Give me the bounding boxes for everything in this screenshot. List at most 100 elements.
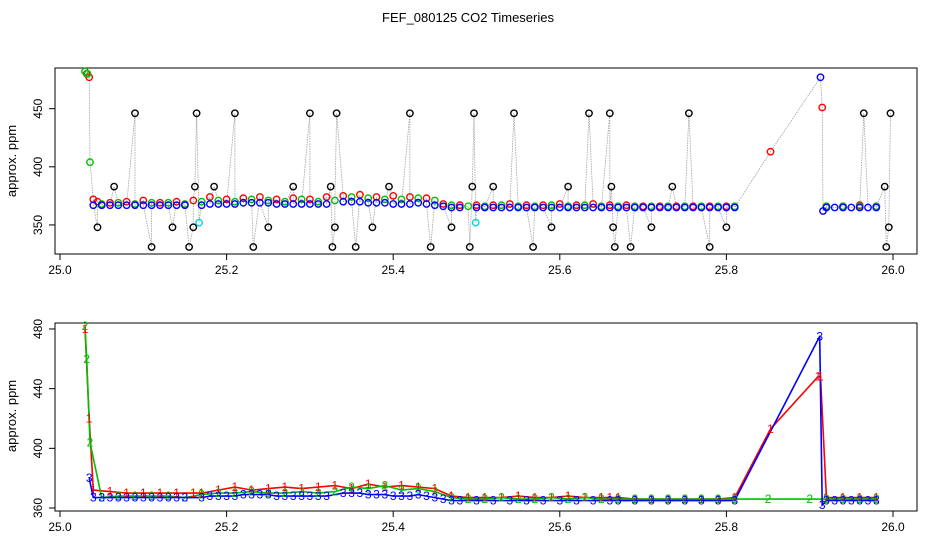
x-tick-label: 25.6 <box>548 263 572 277</box>
point-label: 2 <box>282 486 289 500</box>
point-label: 1 <box>840 491 847 505</box>
plot-frame-bottom <box>54 322 918 512</box>
point-label: 3 <box>290 489 297 503</box>
point-label: 2 <box>132 489 139 503</box>
data-point <box>472 203 481 212</box>
data-point <box>289 182 298 191</box>
data-point <box>230 197 239 206</box>
data-point <box>455 203 464 212</box>
data-point <box>622 203 631 212</box>
point-label: 2 <box>82 319 89 333</box>
data-point <box>156 198 164 207</box>
point-label: 1 <box>448 489 455 503</box>
data-point <box>389 200 398 208</box>
point-label: 2 <box>348 480 355 494</box>
data-point <box>522 203 531 212</box>
data-point <box>470 109 478 118</box>
data-point <box>172 197 181 206</box>
connector-line <box>84 71 891 248</box>
data-point <box>597 203 606 212</box>
point-label: 1 <box>606 491 613 505</box>
figure-title: FEF_080125 CO2 Timeseries <box>382 10 554 25</box>
data-point <box>106 198 114 207</box>
point-label: 3 <box>456 494 463 508</box>
point-label: 1 <box>282 480 289 494</box>
point-label: 3 <box>340 486 347 500</box>
x-tick-label: 25.6 <box>548 520 572 534</box>
data-point <box>722 223 731 232</box>
data-point <box>730 203 739 212</box>
point-label: 3 <box>98 491 105 505</box>
data-point <box>489 182 498 191</box>
data-point <box>405 200 414 208</box>
point-label: 3 <box>198 491 205 505</box>
series-line <box>84 325 877 500</box>
point-label: 1 <box>431 482 438 496</box>
point-label: 1 <box>332 479 339 493</box>
data-point <box>305 200 314 208</box>
point-label: 2 <box>731 492 738 506</box>
data-point <box>114 198 123 207</box>
point-label: 2 <box>698 492 705 506</box>
data-point <box>664 203 672 212</box>
data-point <box>397 200 406 208</box>
data-point <box>547 203 556 212</box>
data-point <box>210 182 219 191</box>
point-label: 1 <box>265 482 272 496</box>
point-label: 3 <box>90 491 97 505</box>
x-tick-label: 25.8 <box>715 520 739 534</box>
data-point <box>839 203 847 212</box>
point-label: 3 <box>148 491 155 505</box>
point-label: 3 <box>115 491 122 505</box>
point-label: 3 <box>365 488 372 502</box>
data-point <box>397 195 406 204</box>
data-point <box>539 203 547 212</box>
point-label: 1 <box>598 491 605 505</box>
point-label: 3 <box>232 489 239 503</box>
data-point <box>114 201 123 210</box>
data-point <box>192 109 201 118</box>
data-point <box>272 200 281 208</box>
data-point <box>339 197 348 206</box>
data-point <box>297 195 306 204</box>
point-label: 3 <box>698 494 705 508</box>
data-point <box>884 223 893 232</box>
data-point <box>255 198 264 207</box>
point-label: 3 <box>715 494 722 508</box>
ylabel-top: approx. ppm <box>4 125 19 197</box>
data-point <box>471 218 480 227</box>
data-point <box>480 203 489 212</box>
data-point <box>131 201 139 210</box>
point-label: 3 <box>440 492 447 506</box>
point-label: 2 <box>515 492 522 506</box>
data-point <box>164 201 173 210</box>
data-point <box>214 200 223 208</box>
data-point <box>655 203 664 212</box>
data-point <box>514 203 523 212</box>
point-label: 3 <box>240 488 247 502</box>
data-point <box>368 223 377 232</box>
point-label: 3 <box>848 494 855 508</box>
point-label: 1 <box>123 486 130 500</box>
data-point <box>322 193 331 201</box>
data-point <box>439 202 448 211</box>
data-point <box>882 243 891 251</box>
point-label: 3 <box>856 494 863 508</box>
ticks-bottom: 25.0 25.2 25.4 25.6 25.8 26.0 360 400 440 480 <box>31 319 905 534</box>
point-label: 2 <box>873 492 880 506</box>
data-point <box>465 243 474 251</box>
point-label: 1 <box>382 480 389 494</box>
point-label: 1 <box>465 491 472 505</box>
data-point <box>289 200 298 208</box>
point-label: 3 <box>132 491 139 505</box>
data-point <box>239 198 248 207</box>
point-label: 1 <box>157 486 164 500</box>
data-point <box>172 201 181 210</box>
point-label: 3 <box>307 489 314 503</box>
data-point <box>89 201 98 210</box>
data-point <box>330 196 339 205</box>
point-label: 1 <box>198 486 205 500</box>
panel-top: approx. ppm 25.0 25.2 25.4 25.6 25.8 26.0 350 4… <box>4 67 918 277</box>
point-label: 3 <box>540 494 547 508</box>
